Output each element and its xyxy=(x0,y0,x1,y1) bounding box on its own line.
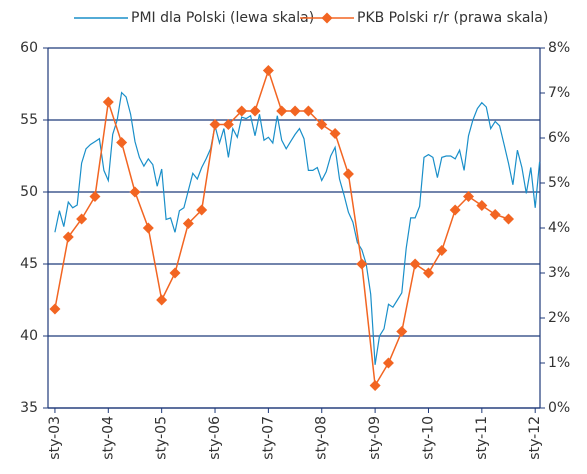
y-tick-label: 35 xyxy=(20,400,38,416)
marker xyxy=(302,105,314,117)
marker xyxy=(89,191,101,202)
marker xyxy=(169,267,181,279)
x-tick-label: sty-10 xyxy=(420,416,436,460)
marker xyxy=(222,119,234,130)
marker xyxy=(276,105,288,117)
marker xyxy=(156,294,168,306)
marker xyxy=(249,105,261,117)
x-tick-label: sty-08 xyxy=(314,416,330,460)
series-line xyxy=(54,91,541,365)
marker xyxy=(489,209,501,220)
marker xyxy=(396,326,408,337)
marker xyxy=(182,218,194,229)
marker xyxy=(422,267,434,279)
y-tick-label: 55 xyxy=(20,112,38,128)
marker xyxy=(476,200,488,211)
y2-tick-label: 1% xyxy=(548,355,570,371)
x-tick-label: sty-03 xyxy=(47,416,63,460)
y2-tick-label: 0% xyxy=(548,400,570,416)
marker xyxy=(462,191,474,202)
marker xyxy=(289,105,301,117)
marker xyxy=(329,128,341,139)
y-tick-label: 40 xyxy=(20,328,38,344)
marker xyxy=(129,186,141,198)
marker xyxy=(316,119,328,130)
marker xyxy=(142,222,154,234)
marker xyxy=(116,137,128,148)
y2-tick-label: 3% xyxy=(548,265,570,281)
x-tick-label: sty-12 xyxy=(527,416,543,460)
marker xyxy=(196,204,208,216)
y-tick-label: 60 xyxy=(20,40,38,56)
y2-tick-label: 5% xyxy=(548,175,570,191)
marker xyxy=(342,168,354,180)
y2-tick-label: 2% xyxy=(548,310,570,326)
x-tick-label: sty-07 xyxy=(260,416,276,460)
y2-tick-label: 4% xyxy=(548,220,570,236)
y-tick-label: 45 xyxy=(20,256,38,272)
y2-tick-label: 7% xyxy=(548,85,570,101)
legend-label: PMI dla Polski (lewa skala) xyxy=(131,10,314,26)
marker xyxy=(436,245,448,256)
x-tick-label: sty-05 xyxy=(154,416,170,460)
x-tick-label: sty-04 xyxy=(100,416,116,460)
marker xyxy=(262,65,274,76)
marker xyxy=(62,231,74,243)
marker xyxy=(76,213,88,225)
marker xyxy=(236,105,248,117)
series-line xyxy=(54,68,509,388)
marker xyxy=(369,380,381,391)
legend-marker xyxy=(321,12,333,24)
marker xyxy=(356,258,368,270)
y-tick-label: 50 xyxy=(20,184,38,200)
marker xyxy=(382,357,394,369)
marker xyxy=(102,96,114,108)
marker xyxy=(449,204,461,216)
y2-tick-label: 8% xyxy=(548,40,570,56)
marker xyxy=(503,213,515,225)
x-tick-label: sty-11 xyxy=(474,416,490,460)
marker xyxy=(49,303,61,315)
legend-label: PKB Polski r/r (prawa skala) xyxy=(357,10,548,26)
x-tick-label: sty-06 xyxy=(207,416,223,460)
marker xyxy=(209,119,221,130)
x-tick-label: sty-09 xyxy=(367,416,383,460)
marker xyxy=(409,258,421,270)
y2-tick-label: 6% xyxy=(548,130,570,146)
